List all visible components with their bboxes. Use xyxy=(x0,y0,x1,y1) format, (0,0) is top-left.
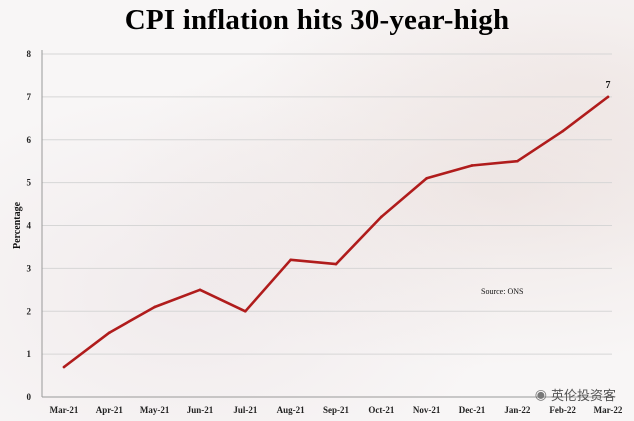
x-tick-label: Sep-21 xyxy=(323,405,350,415)
x-tick-label: Aug-21 xyxy=(277,405,306,415)
x-tick-label: Jan-22 xyxy=(504,405,531,415)
x-tick-label: Feb-22 xyxy=(549,405,576,415)
data-label: 7 xyxy=(606,80,611,91)
y-tick-label: 4 xyxy=(27,221,32,231)
x-tick-label: Mar-21 xyxy=(50,405,79,415)
x-tick-label: Oct-21 xyxy=(368,405,394,415)
x-tick-label: Jun-21 xyxy=(187,405,214,415)
y-tick-label: 7 xyxy=(27,92,32,102)
data-point xyxy=(425,177,428,180)
data-point xyxy=(470,164,474,167)
x-tick-label: May-21 xyxy=(140,405,170,415)
y-axis-label: Percentage xyxy=(12,201,23,249)
y-tick-label: 2 xyxy=(27,306,32,316)
data-point xyxy=(108,331,111,334)
y-tick-label: 6 xyxy=(27,135,32,145)
x-tick-label: Apr-21 xyxy=(96,405,124,415)
data-point xyxy=(561,129,564,133)
data-point xyxy=(198,288,202,292)
y-tick-label: 1 xyxy=(27,349,32,359)
y-tick-label: 3 xyxy=(27,263,32,273)
chart-title: CPI inflation hits 30-year-high xyxy=(124,4,510,36)
source-note: Source: ONS xyxy=(481,287,523,296)
y-tick-label: 5 xyxy=(27,178,32,188)
data-point xyxy=(153,305,156,309)
watermark: ◉ 英伦投资客 xyxy=(534,385,616,405)
data-point xyxy=(606,95,610,99)
x-tick-label: Mar-22 xyxy=(594,405,623,415)
data-point xyxy=(289,258,292,262)
x-tick-label: Nov-21 xyxy=(413,405,441,415)
y-tick-label: 0 xyxy=(27,392,32,402)
wechat-icon: ◉ xyxy=(534,386,547,403)
data-point xyxy=(334,262,338,266)
data-point xyxy=(62,365,66,369)
data-point xyxy=(380,215,383,219)
y-tick-label: 8 xyxy=(27,49,32,59)
x-tick-label: Jul-21 xyxy=(233,405,258,415)
x-tick-label: Dec-21 xyxy=(459,405,486,415)
data-point xyxy=(244,309,247,313)
data-point xyxy=(516,159,519,163)
watermark-text: 英伦投资客 xyxy=(550,389,616,404)
series-line xyxy=(62,95,610,369)
